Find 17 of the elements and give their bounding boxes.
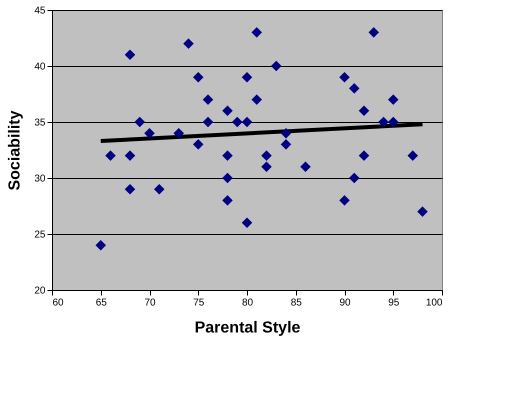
y-tick-label: 35 bbox=[34, 118, 46, 128]
x-tick-label: 90 bbox=[339, 298, 351, 308]
x-tick-label: 100 bbox=[426, 298, 443, 308]
x-tick-label: 85 bbox=[290, 298, 302, 308]
y-axis-title: Sociability bbox=[6, 110, 24, 191]
x-tick-label: 95 bbox=[388, 298, 400, 308]
x-tick-label: 65 bbox=[96, 298, 108, 308]
x-tick-label: 80 bbox=[242, 298, 254, 308]
y-tick-label: 30 bbox=[34, 174, 46, 184]
y-tick-label: 25 bbox=[34, 230, 46, 240]
x-tick-label: 60 bbox=[52, 298, 64, 308]
x-tick-label: 75 bbox=[193, 298, 205, 308]
x-axis-title: Parental Style bbox=[194, 320, 301, 336]
y-tick-label: 45 bbox=[34, 6, 46, 16]
y-tick-label: 20 bbox=[34, 286, 46, 296]
x-tick-label: 70 bbox=[144, 298, 156, 308]
y-tick-label: 40 bbox=[34, 62, 46, 72]
